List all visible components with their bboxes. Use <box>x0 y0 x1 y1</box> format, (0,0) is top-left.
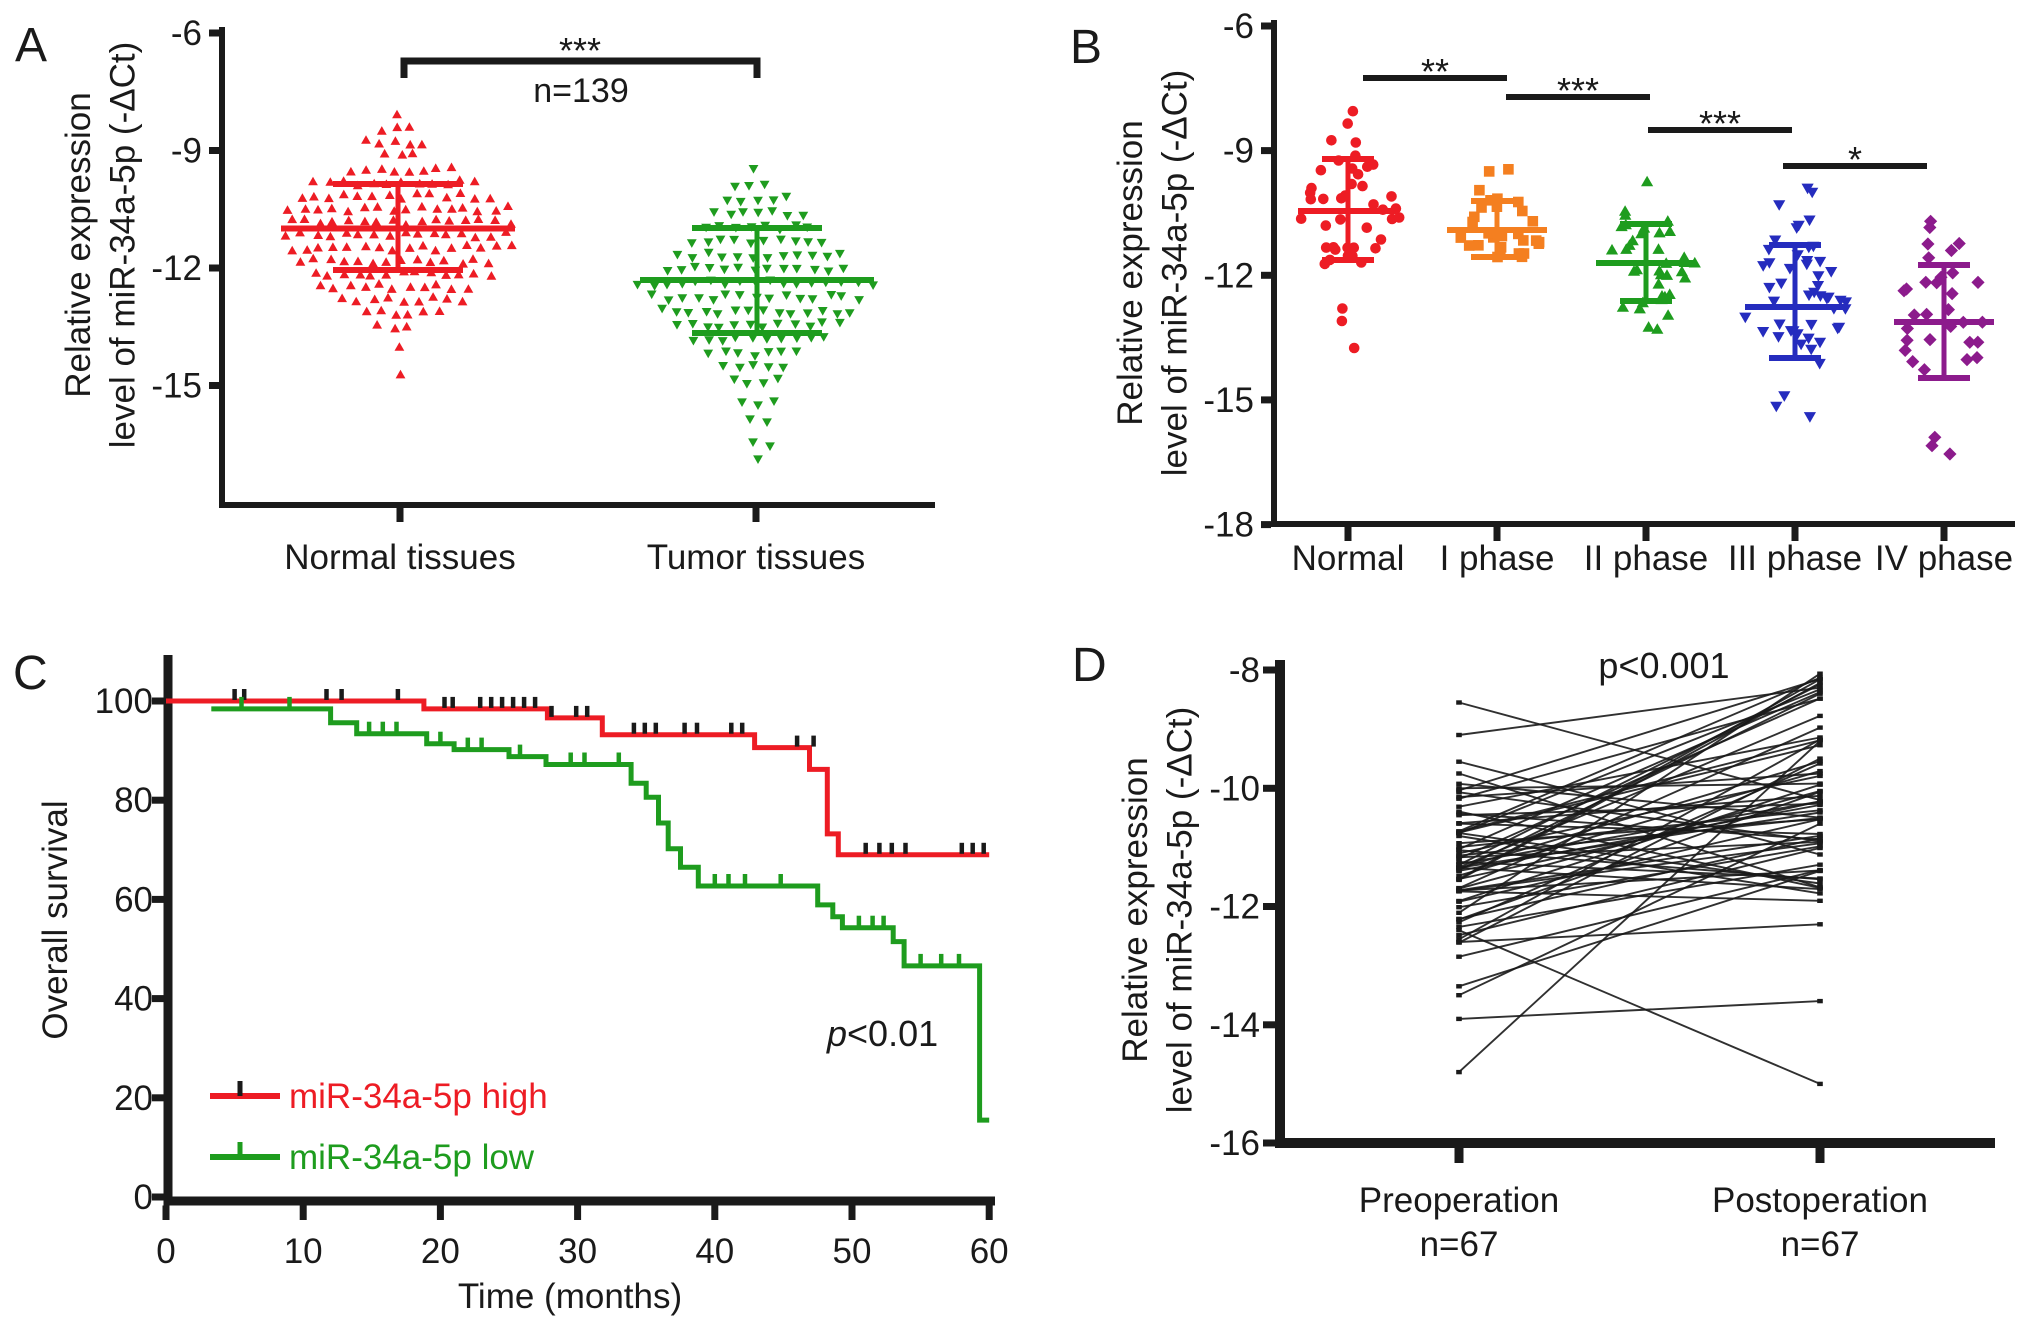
svg-text:60: 60 <box>114 880 153 919</box>
svg-text:-15: -15 <box>1203 381 1254 420</box>
svg-text:n=67: n=67 <box>1420 1225 1499 1264</box>
svg-text:-12: -12 <box>1209 888 1260 927</box>
svg-text:***: *** <box>559 30 601 71</box>
svg-text:50: 50 <box>833 1232 872 1271</box>
svg-text:***: *** <box>1557 70 1599 111</box>
svg-text:20: 20 <box>114 1079 153 1118</box>
svg-text:IV phase: IV phase <box>1875 539 2013 578</box>
svg-text:n=139: n=139 <box>533 72 629 110</box>
svg-text:-9: -9 <box>171 132 202 171</box>
svg-text:40: 40 <box>114 980 153 1019</box>
svg-text:-16: -16 <box>1209 1124 1260 1163</box>
svg-text:I phase: I phase <box>1440 539 1555 578</box>
svg-text:p<0.001: p<0.001 <box>1598 645 1729 686</box>
svg-text:-12: -12 <box>1203 256 1254 295</box>
svg-text:Relative expression: Relative expression <box>59 92 98 397</box>
svg-text:-12: -12 <box>151 249 202 288</box>
svg-text:Time (months): Time (months) <box>458 1277 682 1316</box>
svg-text:Overall survival: Overall survival <box>36 800 75 1039</box>
svg-text:0: 0 <box>156 1232 175 1271</box>
svg-text:60: 60 <box>970 1232 1009 1271</box>
svg-text:miR-34a-5p high: miR-34a-5p high <box>289 1077 548 1116</box>
svg-text:*: * <box>1848 139 1862 180</box>
svg-text:-6: -6 <box>1223 7 1254 46</box>
svg-text:**: ** <box>1421 51 1449 92</box>
svg-text:level of miR-34a-5p (-ΔCt): level of miR-34a-5p (-ΔCt) <box>1161 707 1200 1114</box>
svg-text:100: 100 <box>95 682 153 721</box>
svg-text:miR-34a-5p low: miR-34a-5p low <box>289 1138 535 1177</box>
svg-text:-18: -18 <box>1203 506 1254 545</box>
svg-text:Relative expression: Relative expression <box>1111 120 1150 425</box>
svg-text:10: 10 <box>284 1232 323 1271</box>
svg-text:0: 0 <box>134 1178 153 1217</box>
svg-text:-9: -9 <box>1223 132 1254 171</box>
svg-text:Normal: Normal <box>1292 539 1405 578</box>
svg-text:-8: -8 <box>1229 651 1260 690</box>
svg-text:Tumor tissues: Tumor tissues <box>647 538 865 577</box>
svg-text:-14: -14 <box>1209 1006 1260 1045</box>
svg-text:30: 30 <box>558 1232 597 1271</box>
svg-text:Postoperation: Postoperation <box>1712 1181 1928 1220</box>
svg-text:level of miR-34a-5p (-ΔCt): level of miR-34a-5p (-ΔCt) <box>1156 70 1195 477</box>
svg-text:D: D <box>1072 639 1107 692</box>
svg-text:B: B <box>1070 21 1102 74</box>
svg-text:C: C <box>13 647 48 700</box>
svg-text:A: A <box>15 19 47 72</box>
svg-text:-10: -10 <box>1209 769 1260 808</box>
svg-text:20: 20 <box>421 1232 460 1271</box>
svg-text:II phase: II phase <box>1584 539 1709 578</box>
svg-text:Relative expression: Relative expression <box>1116 757 1155 1062</box>
svg-text:***: *** <box>1699 103 1741 144</box>
svg-text:level of miR-34a-5p (-ΔCt): level of miR-34a-5p (-ΔCt) <box>104 42 143 449</box>
svg-text:80: 80 <box>114 781 153 820</box>
svg-text:-6: -6 <box>171 14 202 53</box>
svg-text:n=67: n=67 <box>1781 1225 1860 1264</box>
svg-text:Normal tissues: Normal tissues <box>284 538 515 577</box>
svg-text:-15: -15 <box>151 367 202 406</box>
svg-text:40: 40 <box>695 1232 734 1271</box>
svg-text:Preoperation: Preoperation <box>1359 1181 1559 1220</box>
svg-text:p<0.01: p<0.01 <box>826 1013 938 1054</box>
svg-text:III phase: III phase <box>1728 539 1862 578</box>
